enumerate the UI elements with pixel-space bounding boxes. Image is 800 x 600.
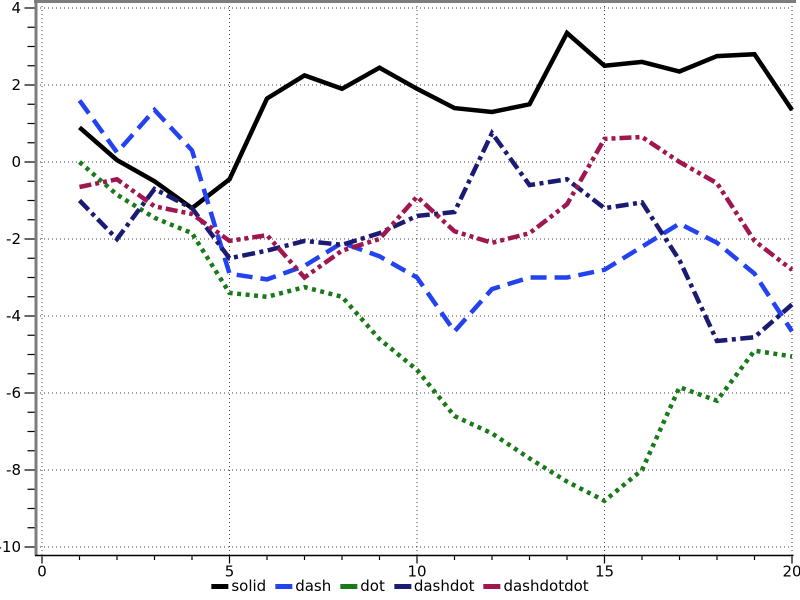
legend-item-dash: dash — [275, 579, 331, 594]
x-tick-label-5: 5 — [225, 563, 235, 581]
legend-swatch-solid — [211, 584, 229, 589]
series-line-dashdotdot — [79, 134, 794, 281]
y-tick-label--4: -4 — [6, 307, 21, 325]
y-tick-label-4: 4 — [11, 0, 21, 17]
legend-item-dot: dot — [340, 579, 385, 594]
legend-swatch-dashdot — [393, 584, 411, 589]
x-tick-label-0: 0 — [37, 563, 47, 581]
y-tick-label-0: 0 — [11, 153, 21, 171]
x-tick-label-15: 15 — [595, 563, 614, 581]
legend-label-dash: dash — [295, 577, 332, 595]
x-tick-label-20: 20 — [782, 563, 800, 581]
legend-swatch-dashdotdot — [483, 584, 501, 589]
y-tick-label--6: -6 — [6, 384, 21, 402]
legend-item-dashdotdot: dashdotdot — [483, 577, 589, 595]
legend-swatch-dash — [275, 584, 293, 589]
x-tick-label-10: 10 — [407, 563, 426, 581]
y-tick-label--10: -10 — [0, 538, 21, 556]
series-line-dot — [78, 160, 793, 504]
legend-label-solid: solid — [231, 577, 267, 595]
series-line-dash — [77, 99, 794, 336]
legend-item-solid: solid — [211, 579, 266, 594]
legend-label-dashdot: dashdot — [413, 577, 475, 595]
series-line-solid — [78, 29, 794, 212]
y-tick-label--2: -2 — [6, 230, 21, 248]
legend-label-dot: dot — [360, 577, 385, 595]
legend-swatch-dot — [340, 584, 358, 589]
y-tick-label--8: -8 — [6, 461, 21, 479]
legend-label-dashdotdot: dashdotdot — [503, 577, 589, 595]
y-tick-label-2: 2 — [11, 76, 21, 94]
chart-legend: solid dash dot dashdot dashdotdot — [211, 577, 589, 595]
legend-item-dashdot: dashdot — [393, 577, 475, 595]
